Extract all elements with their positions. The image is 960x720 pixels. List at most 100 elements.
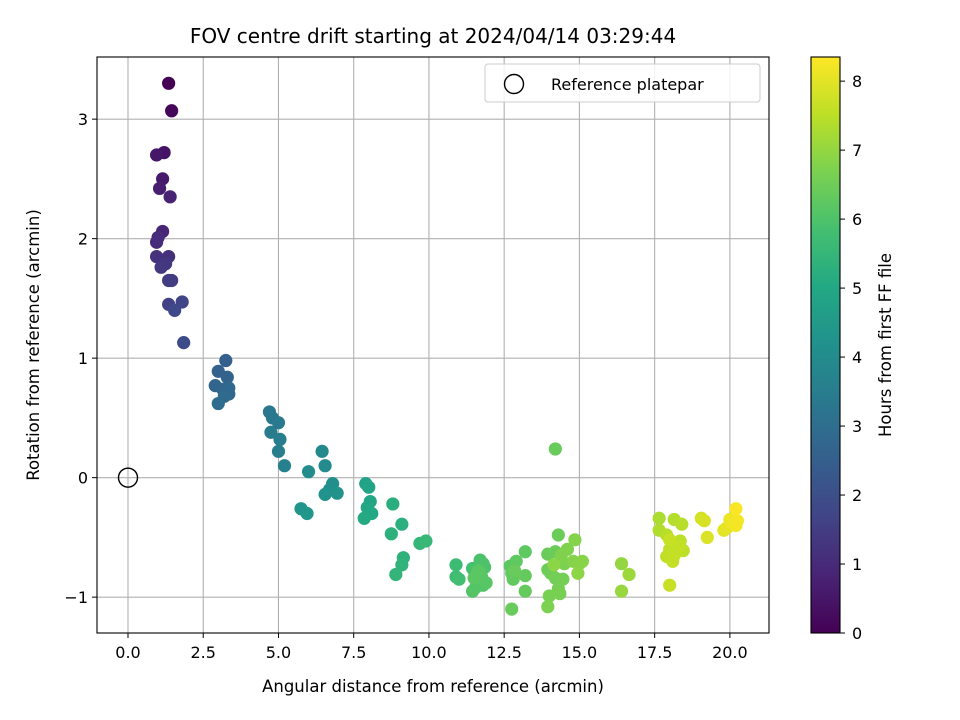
y-tick-label-3: 2 xyxy=(78,230,88,249)
data-point-121 xyxy=(666,554,680,568)
y-axis-ticks: −1 0 1 2 3 xyxy=(64,110,97,607)
x-tick-label-2: 5.0 xyxy=(266,643,291,662)
data-point-75 xyxy=(471,564,486,578)
colorbar-tick-label-7: 7 xyxy=(852,141,862,160)
x-axis-label: Angular distance from reference (arcmin) xyxy=(262,677,604,696)
legend-box xyxy=(484,63,761,103)
data-point-103 xyxy=(575,554,590,568)
data-point-99 xyxy=(554,548,568,562)
data-point-96 xyxy=(541,600,555,614)
x-tick-label-6: 15.0 xyxy=(562,643,598,662)
y-tick-label-2: 1 xyxy=(78,349,88,368)
data-point-81 xyxy=(518,569,532,583)
x-tick-label-1: 2.5 xyxy=(191,643,216,662)
x-tick-label-8: 20.0 xyxy=(712,643,748,662)
data-point-109 xyxy=(622,567,636,582)
colorbar-tick-label-1: 1 xyxy=(852,555,862,574)
data-point-120 xyxy=(672,540,686,554)
colorbar-tick-label-8: 8 xyxy=(852,72,862,91)
data-point-11 xyxy=(149,249,164,264)
data-point-132 xyxy=(730,514,745,528)
x-axis-ticks: 0.0 2.5 5.0 7.5 10.0 12.5 15.0 17.5 20.0 xyxy=(115,633,748,662)
data-point-31 xyxy=(271,416,286,430)
colorbar-tick-label-4: 4 xyxy=(852,348,862,367)
data-point-104 xyxy=(571,566,585,580)
data-point-9 xyxy=(151,230,165,245)
colorbar: 0 1 2 3 4 5 6 7 8 Hours from first FF file xyxy=(810,56,895,643)
data-point-44 xyxy=(300,506,314,521)
data-point-110 xyxy=(652,511,666,525)
x-tick-label-4: 10.0 xyxy=(411,643,447,662)
chart-title: FOV centre drift starting at 2024/04/14 … xyxy=(190,24,676,48)
x-tick-label-7: 17.5 xyxy=(637,643,673,662)
x-tick-label-3: 7.5 xyxy=(341,643,366,662)
data-point-83 xyxy=(505,602,519,616)
data-point-125 xyxy=(697,514,711,528)
colorbar-tick-label-2: 2 xyxy=(852,486,862,505)
data-point-6 xyxy=(163,190,177,204)
data-point-3 xyxy=(149,148,164,162)
colorbar-ticks: 0 1 2 3 4 5 6 7 8 xyxy=(840,72,862,643)
y-tick-label-1: 0 xyxy=(78,469,88,488)
data-point-0 xyxy=(162,76,176,90)
data-point-133 xyxy=(729,502,743,516)
data-point-56 xyxy=(389,567,403,582)
data-point-84 xyxy=(508,564,522,578)
data-point-58 xyxy=(419,534,433,548)
data-point-51 xyxy=(386,497,400,511)
y-axis-label: Rotation from reference (arcmin) xyxy=(24,209,43,481)
data-point-15 xyxy=(165,273,179,288)
data-point-53 xyxy=(384,527,398,541)
data-point-20 xyxy=(219,353,233,368)
data-point-46 xyxy=(362,480,376,494)
data-point-94 xyxy=(553,586,567,601)
legend-label: Reference platepar xyxy=(551,75,704,94)
data-point-41 xyxy=(318,487,332,501)
data-point-36 xyxy=(315,444,329,458)
data-point-108 xyxy=(614,584,629,598)
colorbar-gradient xyxy=(810,56,841,634)
data-point-42 xyxy=(330,486,344,500)
x-tick-label-0: 0.0 xyxy=(115,643,140,662)
data-point-113 xyxy=(675,517,689,531)
x-tick-label-5: 12.5 xyxy=(486,643,522,662)
y-tick-label-4: 3 xyxy=(78,110,88,129)
data-point-1 xyxy=(165,104,179,118)
data-point-13 xyxy=(154,260,168,274)
data-point-59 xyxy=(449,558,463,572)
data-point-100 xyxy=(568,533,582,547)
data-point-38 xyxy=(301,465,316,479)
colorbar-tick-label-0: 0 xyxy=(852,624,862,643)
colorbar-tick-label-5: 5 xyxy=(852,279,862,298)
data-point-122 xyxy=(663,578,677,592)
data-point-126 xyxy=(700,530,714,544)
data-point-87 xyxy=(551,528,565,542)
legend: Reference platepar xyxy=(484,63,761,103)
plot-frame xyxy=(96,56,770,634)
data-point-35 xyxy=(277,459,292,473)
data-point-22 xyxy=(220,370,234,384)
grid-lines xyxy=(97,57,769,633)
colorbar-tick-label-6: 6 xyxy=(852,210,862,229)
data-point-52 xyxy=(395,517,409,531)
data-point-82 xyxy=(518,584,532,598)
data-point-105 xyxy=(547,558,561,572)
data-point-78 xyxy=(518,545,532,559)
data-point-55 xyxy=(395,558,409,572)
data-point-32 xyxy=(264,425,278,439)
data-point-123 xyxy=(663,533,677,547)
legend-marker-icon xyxy=(503,73,525,95)
data-point-107 xyxy=(614,557,629,571)
data-point-95 xyxy=(542,589,556,603)
data-point-37 xyxy=(318,459,332,473)
data-point-34 xyxy=(271,444,286,458)
data-point-5 xyxy=(152,181,167,196)
data-point-61 xyxy=(452,572,466,586)
data-point-18 xyxy=(168,303,182,317)
data-point-50 xyxy=(357,511,371,525)
data-point-19 xyxy=(177,336,191,350)
data-point-106 xyxy=(548,442,562,456)
y-tick-label-0: −1 xyxy=(64,588,88,607)
reference-platepar-marker xyxy=(117,467,139,488)
